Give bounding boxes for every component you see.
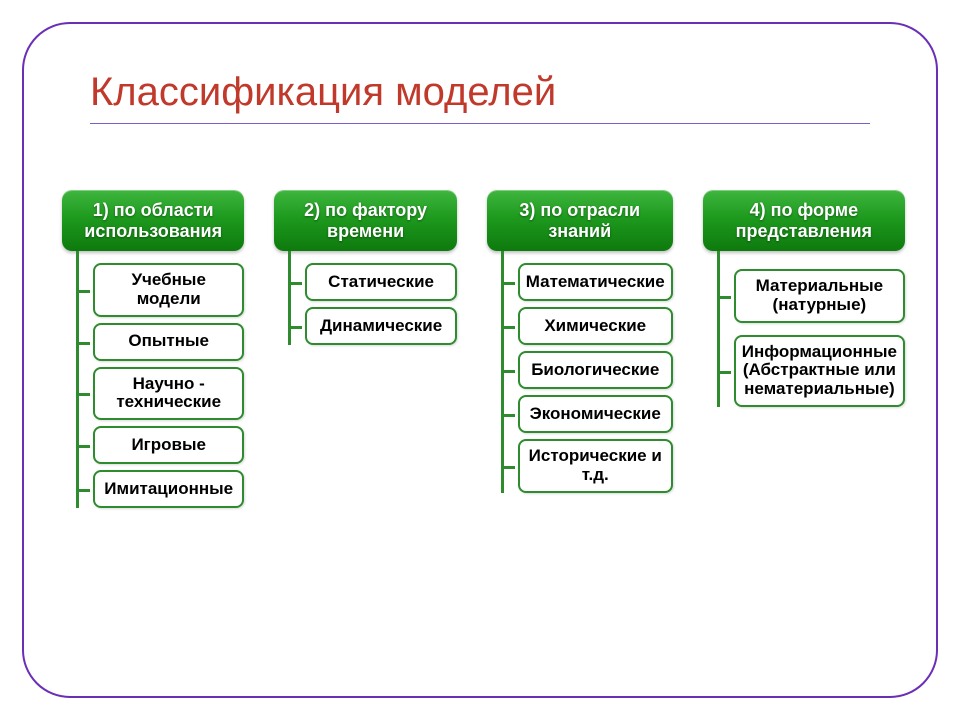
column-1: 1) по области использования Учебные моде…	[62, 190, 244, 514]
column-header: 4) по форме представления	[703, 190, 905, 251]
list-item: Экономические	[504, 395, 673, 433]
column-4: 4) по форме представления Материальные (…	[703, 190, 905, 419]
list-item: Имитационные	[79, 470, 244, 508]
column-2: 2) по фактору времени Статические Динами…	[274, 190, 456, 351]
slide-title: Классификация моделей	[90, 70, 870, 121]
item-label: Имитационные	[93, 470, 244, 508]
list-item: Математические	[504, 263, 673, 301]
list-item: Исторические и т.д.	[504, 439, 673, 492]
column-children: Математические Химические Биологические …	[501, 251, 673, 492]
item-label: Экономические	[518, 395, 673, 433]
item-label: Научно - технические	[93, 367, 244, 420]
list-item: Опытные	[79, 323, 244, 361]
list-item: Информационные (Абстрактные или нематери…	[720, 335, 905, 407]
column-header: 1) по области использования	[62, 190, 244, 251]
item-label: Статические	[305, 263, 456, 301]
list-item: Игровые	[79, 426, 244, 464]
column-header: 3) по отрасли знаний	[487, 190, 673, 251]
column-header: 2) по фактору времени	[274, 190, 456, 251]
item-label: Математические	[518, 263, 673, 301]
column-children: Учебные модели Опытные Научно - техничес…	[76, 251, 244, 508]
item-label: Опытные	[93, 323, 244, 361]
item-label: Химические	[518, 307, 673, 345]
list-item: Научно - технические	[79, 367, 244, 420]
column-children: Материальные (натурные) Информационные (…	[717, 251, 905, 406]
list-item: Динамические	[291, 307, 456, 345]
list-item: Материальные (натурные)	[720, 269, 905, 322]
list-item: Статические	[291, 263, 456, 301]
item-label: Материальные (натурные)	[734, 269, 905, 322]
title-underline	[90, 123, 870, 124]
list-item: Учебные модели	[79, 263, 244, 316]
title-block: Классификация моделей	[90, 70, 870, 124]
list-item: Биологические	[504, 351, 673, 389]
item-label: Информационные (Абстрактные или нематери…	[734, 335, 905, 407]
item-label: Учебные модели	[93, 263, 244, 316]
item-label: Динамические	[305, 307, 456, 345]
classification-tree: 1) по области использования Учебные моде…	[62, 190, 905, 514]
item-label: Игровые	[93, 426, 244, 464]
item-label: Исторические и т.д.	[518, 439, 673, 492]
column-children: Статические Динамические	[288, 251, 456, 345]
column-3: 3) по отрасли знаний Математические Хими…	[487, 190, 673, 499]
item-label: Биологические	[518, 351, 673, 389]
list-item: Химические	[504, 307, 673, 345]
